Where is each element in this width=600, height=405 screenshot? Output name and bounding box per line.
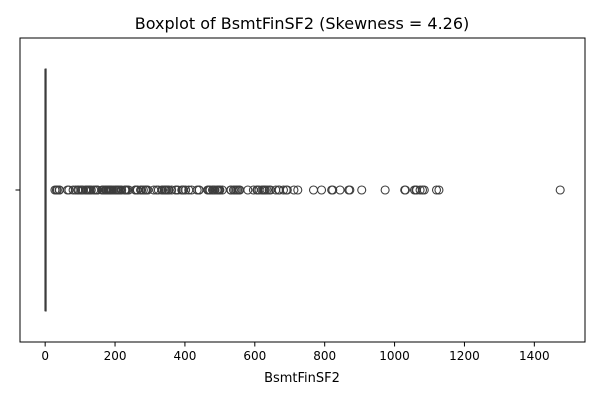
x-tick-label: 1200	[449, 349, 480, 363]
outlier-point	[415, 185, 425, 195]
outlier-point	[555, 185, 565, 195]
outlier-point	[86, 185, 96, 195]
outlier-point	[400, 185, 410, 195]
outlier-point	[345, 185, 355, 195]
outlier-point	[289, 185, 299, 195]
outlier-point	[167, 185, 177, 195]
x-tick-label: 1000	[379, 349, 410, 363]
outlier-point	[64, 185, 74, 195]
x-tick-label: 1400	[519, 349, 550, 363]
outlier-point	[282, 185, 292, 195]
outlier-point	[328, 185, 338, 195]
outlier-point	[243, 185, 253, 195]
x-tick-label: 400	[173, 349, 196, 363]
outlier-point	[164, 185, 174, 195]
x-axis-label: BsmtFinSF2	[264, 371, 340, 386]
x-tick-label: 600	[243, 349, 266, 363]
outlier-point	[143, 185, 153, 195]
outlier-point	[431, 185, 442, 195]
outlier-point	[308, 185, 319, 195]
outlier-point	[278, 185, 289, 195]
outlier-point	[419, 185, 429, 195]
chart-title: Boxplot of BsmtFinSF2 (Skewness = 4.26)	[135, 14, 470, 33]
x-tick-label: 0	[41, 349, 49, 363]
x-tick-label: 800	[313, 349, 336, 363]
outlier-point	[181, 185, 191, 195]
outlier-points	[50, 185, 565, 195]
outlier-point	[215, 185, 225, 195]
x-tick-label: 200	[104, 349, 127, 363]
outlier-point	[357, 185, 367, 195]
x-axis-ticks: 0 200 400 600 800 1000 1200 1400	[41, 342, 550, 363]
outlier-point	[380, 185, 390, 195]
box-element	[44, 68, 47, 312]
outlier-point	[117, 185, 127, 195]
outlier-point	[316, 185, 327, 195]
outlier-point	[293, 185, 303, 195]
outlier-point	[434, 185, 444, 195]
outlier-point	[335, 185, 345, 195]
